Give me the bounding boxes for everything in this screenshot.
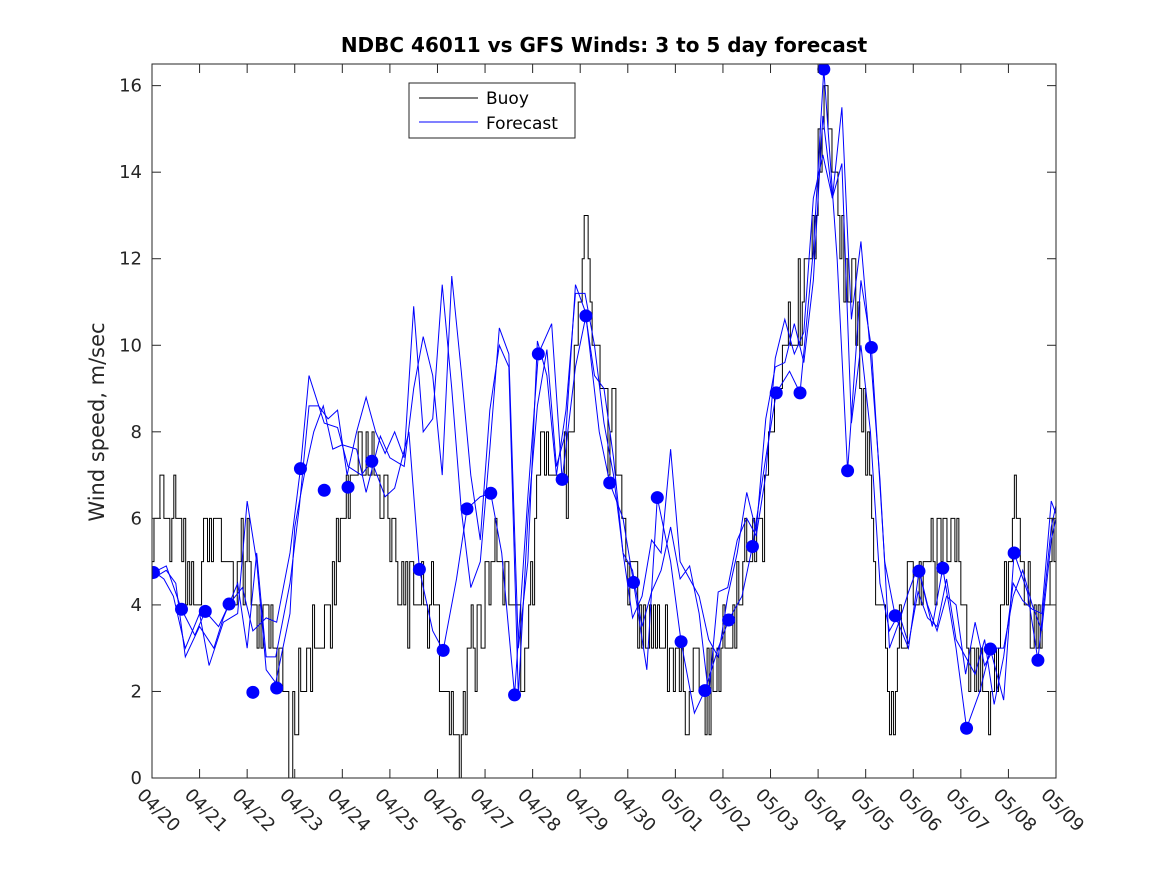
forecast-marker-9 [341, 480, 355, 494]
forecast-marker-34 [960, 721, 974, 735]
chart-title: NDBC 46011 vs GFS Winds: 3 to 5 day fore… [341, 33, 868, 57]
buoy-series-line [152, 85, 1056, 778]
forecast-marker-13 [460, 502, 474, 516]
forecast-marker-5 [246, 685, 260, 699]
forecast-marker-2 [175, 602, 188, 616]
legend-buoy-label: Buoy [486, 89, 529, 109]
forecast-marker-15 [508, 688, 522, 702]
forecast-marker-10 [365, 454, 379, 468]
forecast-marker-24 [722, 613, 736, 627]
y-tick-label: 14 [119, 162, 142, 183]
forecast-marker-20 [627, 575, 640, 589]
y-tick-label: 16 [119, 76, 142, 97]
forecast-marker-14 [484, 486, 498, 500]
forecast-marker-16 [531, 347, 545, 361]
plot-area [152, 64, 1056, 778]
forecast-series-line-3 [152, 154, 1056, 705]
y-tick-label: 2 [131, 681, 142, 702]
y-tick-label: 6 [131, 508, 142, 529]
forecast-marker-29 [841, 464, 855, 478]
forecast-marker-1 [152, 565, 160, 579]
y-tick-label: 8 [131, 422, 142, 443]
forecast-marker-17 [555, 472, 569, 486]
forecast-marker-3 [198, 604, 212, 618]
forecast-marker-28 [817, 64, 831, 76]
forecast-marker-19 [603, 476, 617, 490]
y-tick-label: 10 [119, 335, 142, 356]
y-tick-label: 4 [131, 595, 142, 616]
forecast-marker-12 [436, 643, 450, 657]
forecast-marker-36 [1007, 546, 1021, 560]
forecast-marker-32 [912, 564, 926, 578]
forecast-marker-4 [222, 597, 236, 611]
forecast-marker-8 [317, 483, 331, 497]
forecast-marker-25 [745, 539, 759, 553]
axes-frame [151, 63, 1057, 779]
legend-forecast-label: Forecast [486, 114, 558, 134]
forecast-marker-35 [983, 642, 997, 656]
forecast-marker-6 [270, 681, 284, 695]
forecast-marker-23 [698, 684, 712, 698]
y-tick-label: 12 [119, 249, 142, 270]
y-tick-label: 0 [131, 768, 142, 789]
forecast-marker-31 [888, 609, 902, 623]
forecast-marker-22 [674, 635, 688, 649]
y-axis-label: Wind speed, m/sec [85, 322, 109, 521]
legend: Buoy Forecast [408, 82, 576, 139]
forecast-marker-11 [412, 562, 426, 576]
forecast-marker-33 [936, 561, 950, 575]
forecast-marker-26 [769, 386, 783, 400]
forecast-marker-30 [864, 340, 878, 354]
forecast-marker-37 [1031, 653, 1045, 667]
forecast-marker-7 [293, 462, 307, 476]
forecast-marker-21 [650, 491, 664, 505]
forecast-marker-27 [793, 386, 807, 400]
forecast-marker-18 [579, 309, 593, 323]
legend-box [408, 82, 576, 139]
